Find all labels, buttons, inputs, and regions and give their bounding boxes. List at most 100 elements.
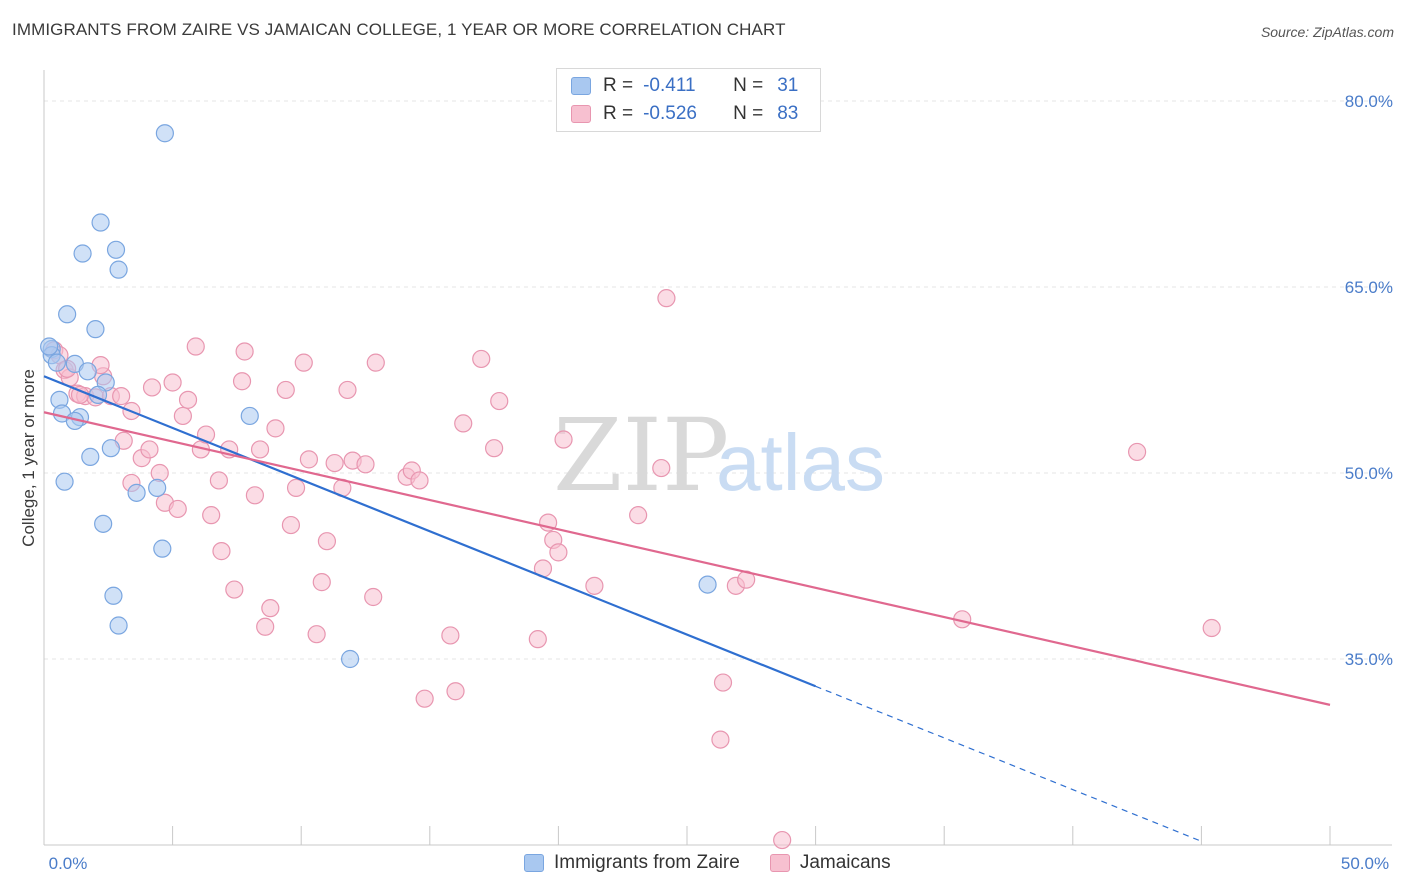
legend-n-label: N = — [733, 75, 764, 96]
jamaican-point — [441, 626, 460, 645]
zaire-point — [155, 124, 174, 143]
axes — [43, 70, 1392, 846]
jamaican-point — [261, 599, 280, 618]
legend-swatch-zaire — [571, 77, 591, 95]
y-axis-label: College, 1 year or more — [19, 369, 38, 547]
zaire-point — [47, 353, 66, 372]
zaire-point — [698, 575, 717, 594]
jamaican-point — [178, 390, 198, 409]
jamaican-point — [245, 486, 265, 505]
jamaican-point — [657, 289, 676, 308]
jamaican-point — [276, 380, 295, 400]
watermark-atlas: atlas — [716, 418, 885, 507]
jamaican-point — [202, 506, 221, 525]
zaire-point — [240, 406, 259, 426]
legend-swatch-jamaicans — [769, 854, 790, 872]
zaire-point — [86, 320, 105, 339]
jamaican-point — [410, 471, 429, 490]
jamaican-point — [549, 543, 568, 562]
jamaican-point — [281, 515, 301, 535]
jamaican-point — [366, 353, 385, 372]
legend-swatch-zaire — [524, 854, 544, 872]
jamaican-point — [307, 625, 326, 644]
jamaican-point — [294, 353, 313, 372]
zaire-point — [78, 362, 97, 381]
watermark-zip: ZIP — [553, 397, 729, 514]
jamaican-point — [209, 471, 228, 490]
x-tick-label: 0.0% — [49, 854, 88, 873]
jamaican-point — [286, 478, 306, 497]
jamaican-trend-line — [43, 411, 1331, 706]
legend-label-jamaicans: Jamaicans — [799, 852, 891, 873]
legend-r-label: R = — [603, 75, 634, 96]
jamaican-point — [356, 455, 375, 474]
y-tick-labels: 35.0% 50.0% 65.0% 80.0% — [1345, 92, 1393, 669]
zaire-point — [73, 244, 92, 263]
jamaican-point — [652, 458, 671, 478]
jamaican-point — [364, 587, 383, 607]
jamaican-point — [266, 419, 285, 438]
jamaican-point — [472, 349, 491, 369]
jamaican-point — [168, 499, 187, 519]
jamaican-point — [773, 830, 792, 850]
stats-legend: R = -0.411 N = 31 R = -0.526 N = 83 — [556, 68, 821, 132]
legend-r-value: -0.411 — [643, 75, 696, 96]
jamaican-point — [629, 506, 648, 525]
zaire-point — [94, 514, 113, 533]
jamaican-point — [713, 673, 733, 692]
jamaican-point — [150, 463, 169, 483]
x-tick-labels: 0.0% 50.0% — [49, 854, 1389, 873]
zaire-point — [148, 478, 167, 497]
legend-r-label: R = — [603, 103, 634, 124]
zaire-point — [109, 616, 128, 635]
legend-r-value: -0.526 — [643, 103, 697, 124]
jamaican-point — [212, 542, 231, 561]
legend-label-zaire: Immigrants from Zaire — [554, 852, 740, 873]
zaire-point — [109, 260, 128, 279]
jamaican-point — [163, 373, 182, 392]
legend-n-value: 83 — [777, 103, 799, 124]
y-tick-label: 80.0% — [1345, 92, 1393, 111]
jamaican-point — [186, 337, 205, 356]
chart-title: IMMIGRANTS FROM ZAIRE VS JAMAICAN COLLEG… — [12, 20, 786, 39]
zaire-point — [106, 240, 126, 259]
grid-lines — [44, 100, 1392, 660]
jamaican-point — [225, 580, 244, 599]
jamaican-point — [140, 440, 159, 459]
zaire-point — [81, 447, 100, 466]
jamaican-point — [299, 450, 319, 469]
zaire-point — [101, 439, 120, 458]
jamaican-point — [415, 689, 434, 708]
jamaican-point — [112, 387, 131, 406]
zaire-point — [58, 305, 77, 324]
jamaican-point — [554, 430, 573, 449]
jamaican-point — [446, 682, 465, 701]
jamaican-point — [528, 630, 547, 649]
zaire-point — [55, 472, 74, 491]
jamaican-point — [485, 439, 504, 458]
zaire-trend-extension — [815, 685, 1202, 842]
zaire-point — [127, 483, 146, 502]
jamaican-point — [1202, 618, 1221, 638]
y-tick-label: 50.0% — [1345, 464, 1393, 483]
y-tick-label: 35.0% — [1345, 650, 1393, 669]
legend-item-zaire[interactable]: Immigrants from Zaire — [524, 852, 740, 874]
jamaican-point — [454, 414, 473, 433]
jamaican-point — [325, 453, 344, 473]
legend-n-label: N = — [733, 103, 764, 124]
jamaican-point — [173, 406, 192, 426]
jamaican-point — [317, 532, 337, 551]
zaire-point — [153, 539, 172, 558]
jamaican-point — [250, 440, 270, 459]
watermark: ZIP atlas — [553, 397, 885, 514]
legend-row-zaire: R = -0.411 N = 31 — [571, 74, 798, 98]
legend-n-value: 31 — [777, 75, 799, 96]
jamaican-point — [256, 617, 275, 636]
jamaican-point — [1127, 442, 1147, 462]
x-tick-label: 50.0% — [1341, 854, 1389, 873]
jamaican-point — [232, 372, 252, 391]
jamaican-point — [490, 391, 509, 411]
jamaican-point — [338, 380, 357, 400]
legend-item-jamaicans[interactable]: Jamaicans — [769, 852, 891, 874]
